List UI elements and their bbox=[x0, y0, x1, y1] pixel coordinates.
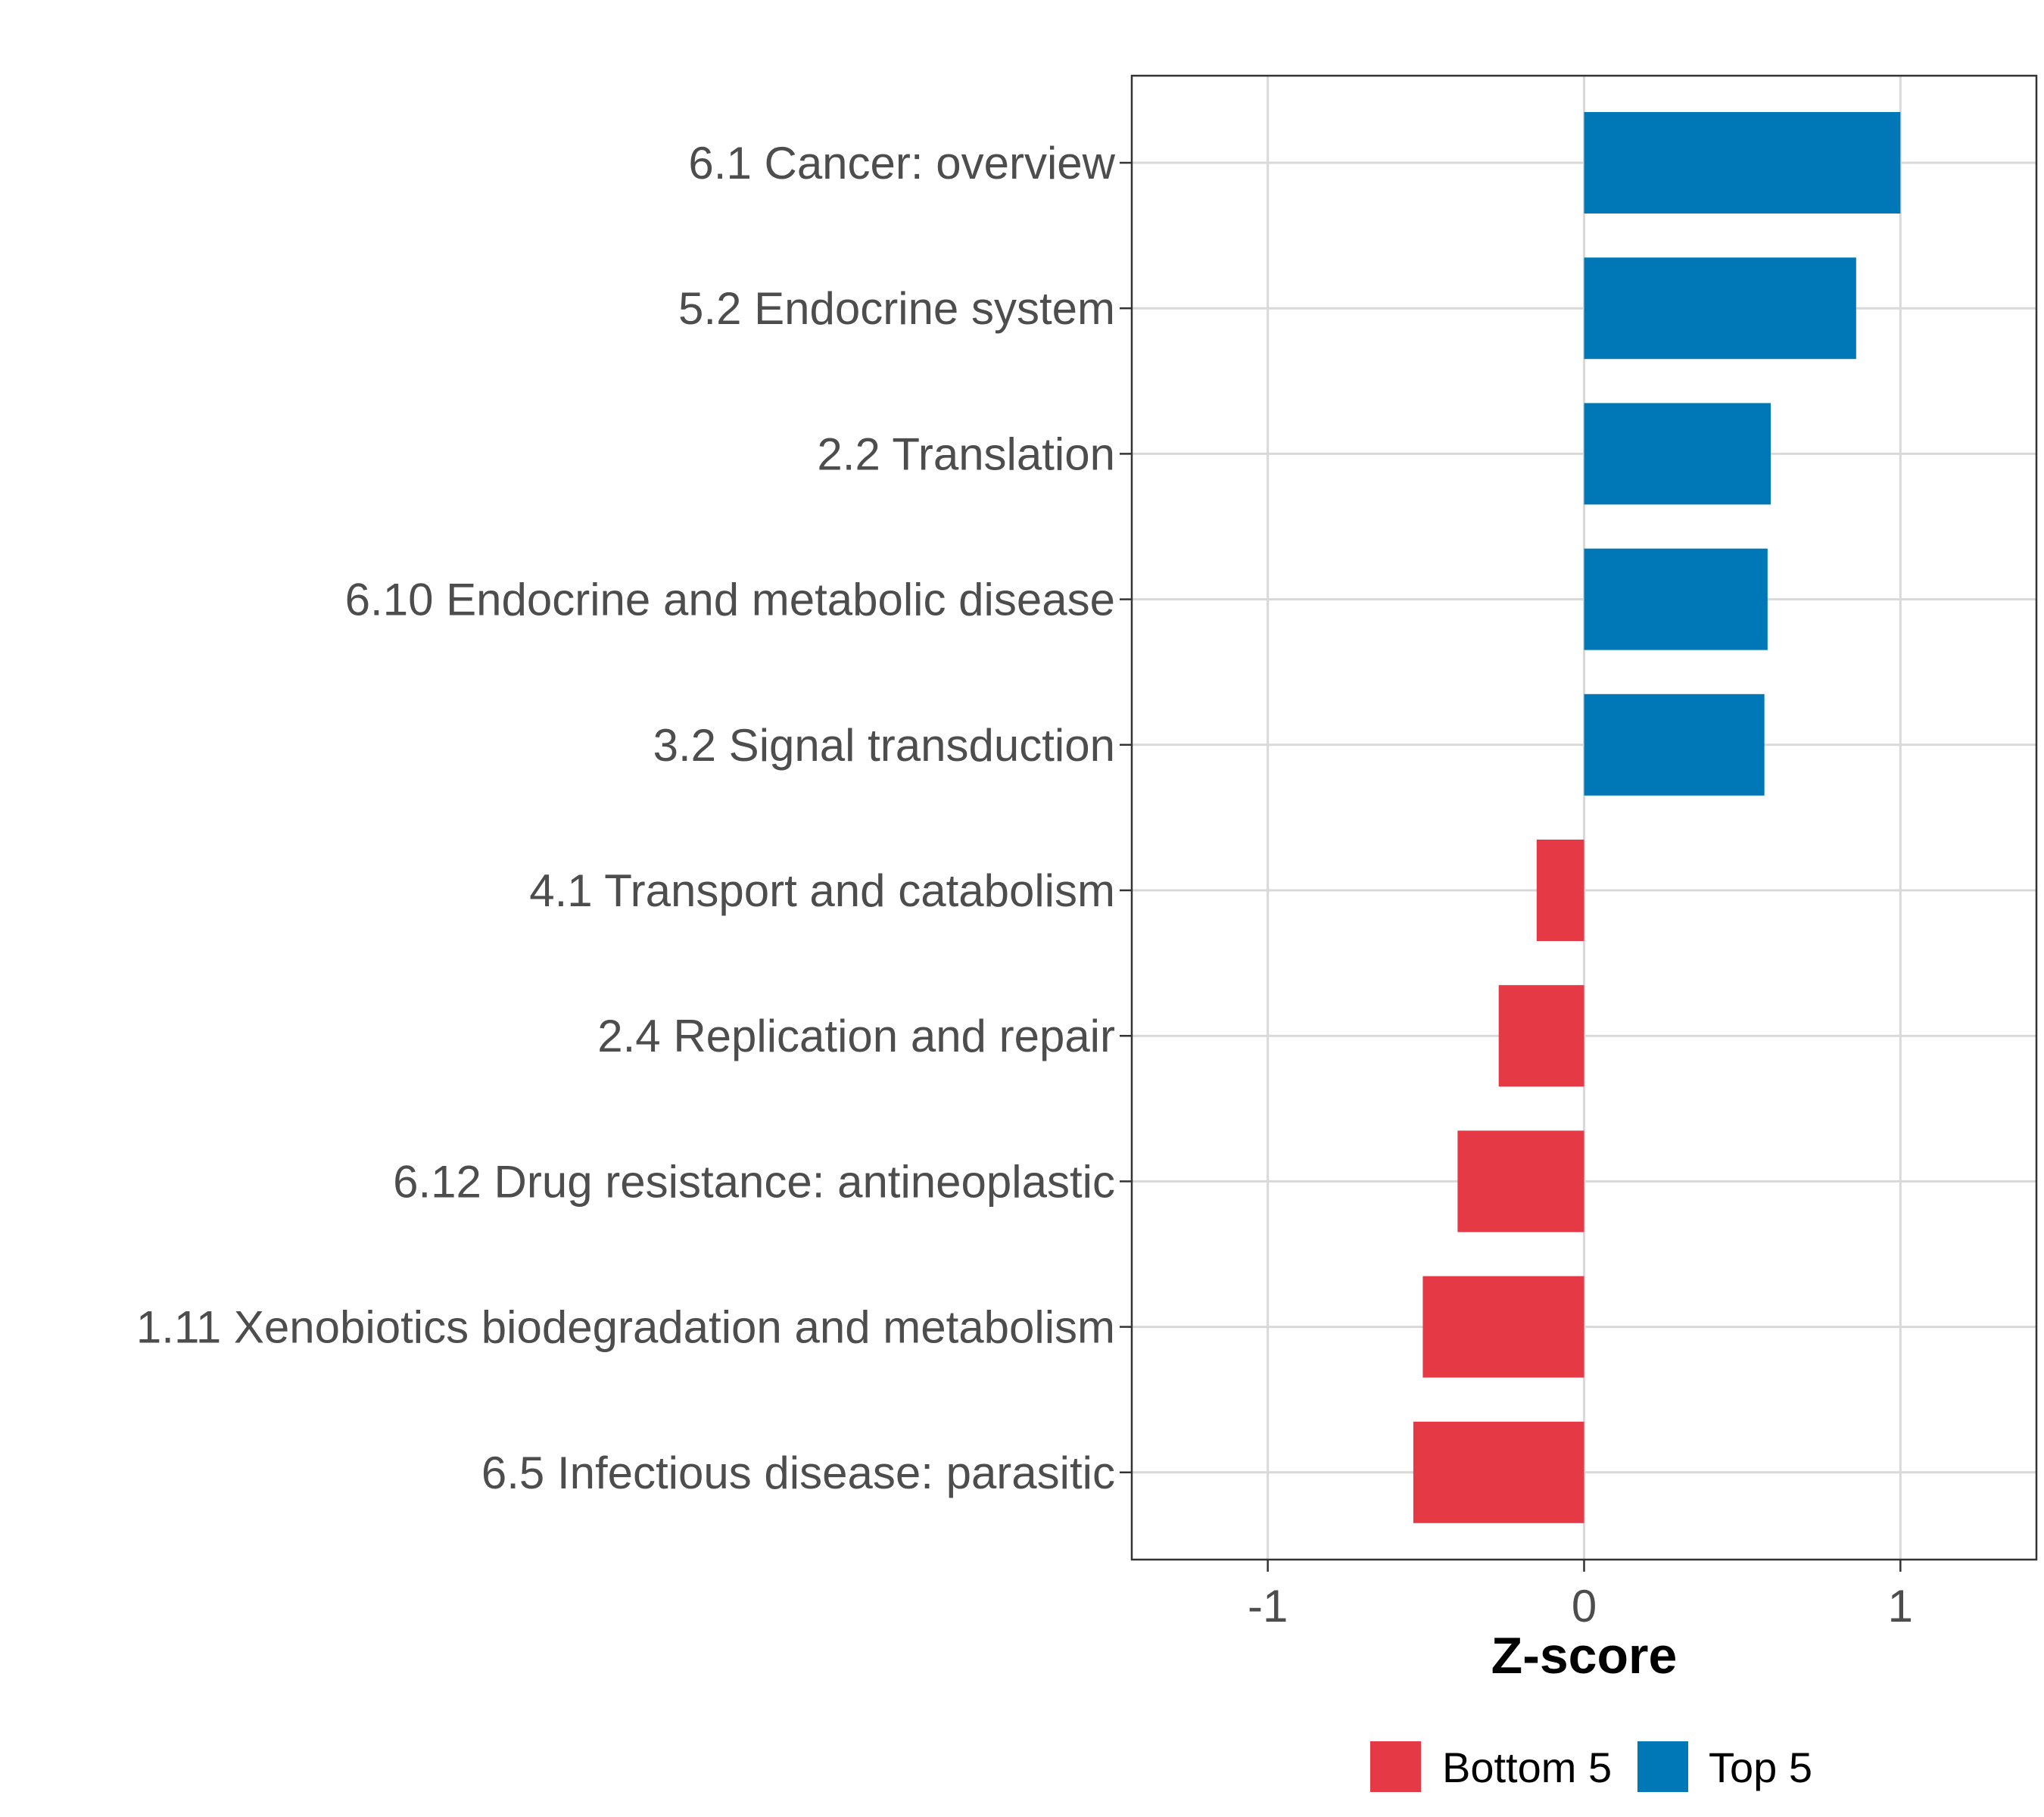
bar bbox=[1536, 840, 1584, 941]
legend-label: Bottom 5 bbox=[1442, 1744, 1612, 1791]
bar bbox=[1413, 1421, 1584, 1523]
x-tick-label: 0 bbox=[1572, 1581, 1597, 1632]
axis-ticks bbox=[1120, 161, 1902, 1572]
x-tick-label: -1 bbox=[1248, 1581, 1288, 1632]
bar bbox=[1584, 693, 1765, 796]
x-axis-title: Z-score bbox=[1491, 1627, 1678, 1685]
bar bbox=[1498, 985, 1584, 1087]
category-label: 1.11 Xenobiotics biodegradation and meta… bbox=[136, 1302, 1115, 1353]
category-label: 4.1 Transport and catabolism bbox=[529, 865, 1115, 916]
legend-label: Top 5 bbox=[1709, 1744, 1812, 1791]
category-labels: 6.1 Cancer: overview 5.2 Endocrine system… bbox=[136, 138, 1116, 1498]
legend-swatch bbox=[1637, 1741, 1688, 1792]
category-label: 5.2 Endocrine system bbox=[678, 283, 1115, 334]
category-label: 6.12 Drug resistance: antineoplastic bbox=[393, 1156, 1115, 1207]
bar bbox=[1584, 548, 1768, 650]
category-label: 3.2 Signal transduction bbox=[653, 720, 1115, 771]
category-label: 2.4 Replication and repair bbox=[597, 1011, 1115, 1061]
bar bbox=[1584, 112, 1901, 213]
legend: Bottom 5 Top 5 bbox=[1370, 1741, 1812, 1792]
category-label: 6.10 Endocrine and metabolic disease bbox=[345, 575, 1115, 625]
category-label: 6.5 Infectious disease: parasitic bbox=[481, 1448, 1115, 1498]
x-tick-labels: -1 0 1 bbox=[1248, 1581, 1913, 1632]
category-label: 2.2 Translation bbox=[817, 429, 1115, 479]
bar bbox=[1584, 403, 1771, 505]
bar bbox=[1422, 1276, 1584, 1378]
category-label: 6.1 Cancer: overview bbox=[688, 138, 1115, 189]
bar bbox=[1457, 1130, 1584, 1233]
bar bbox=[1584, 257, 1856, 360]
bars bbox=[1413, 112, 1901, 1523]
legend-swatch bbox=[1370, 1741, 1421, 1792]
x-tick-label: 1 bbox=[1888, 1581, 1913, 1632]
